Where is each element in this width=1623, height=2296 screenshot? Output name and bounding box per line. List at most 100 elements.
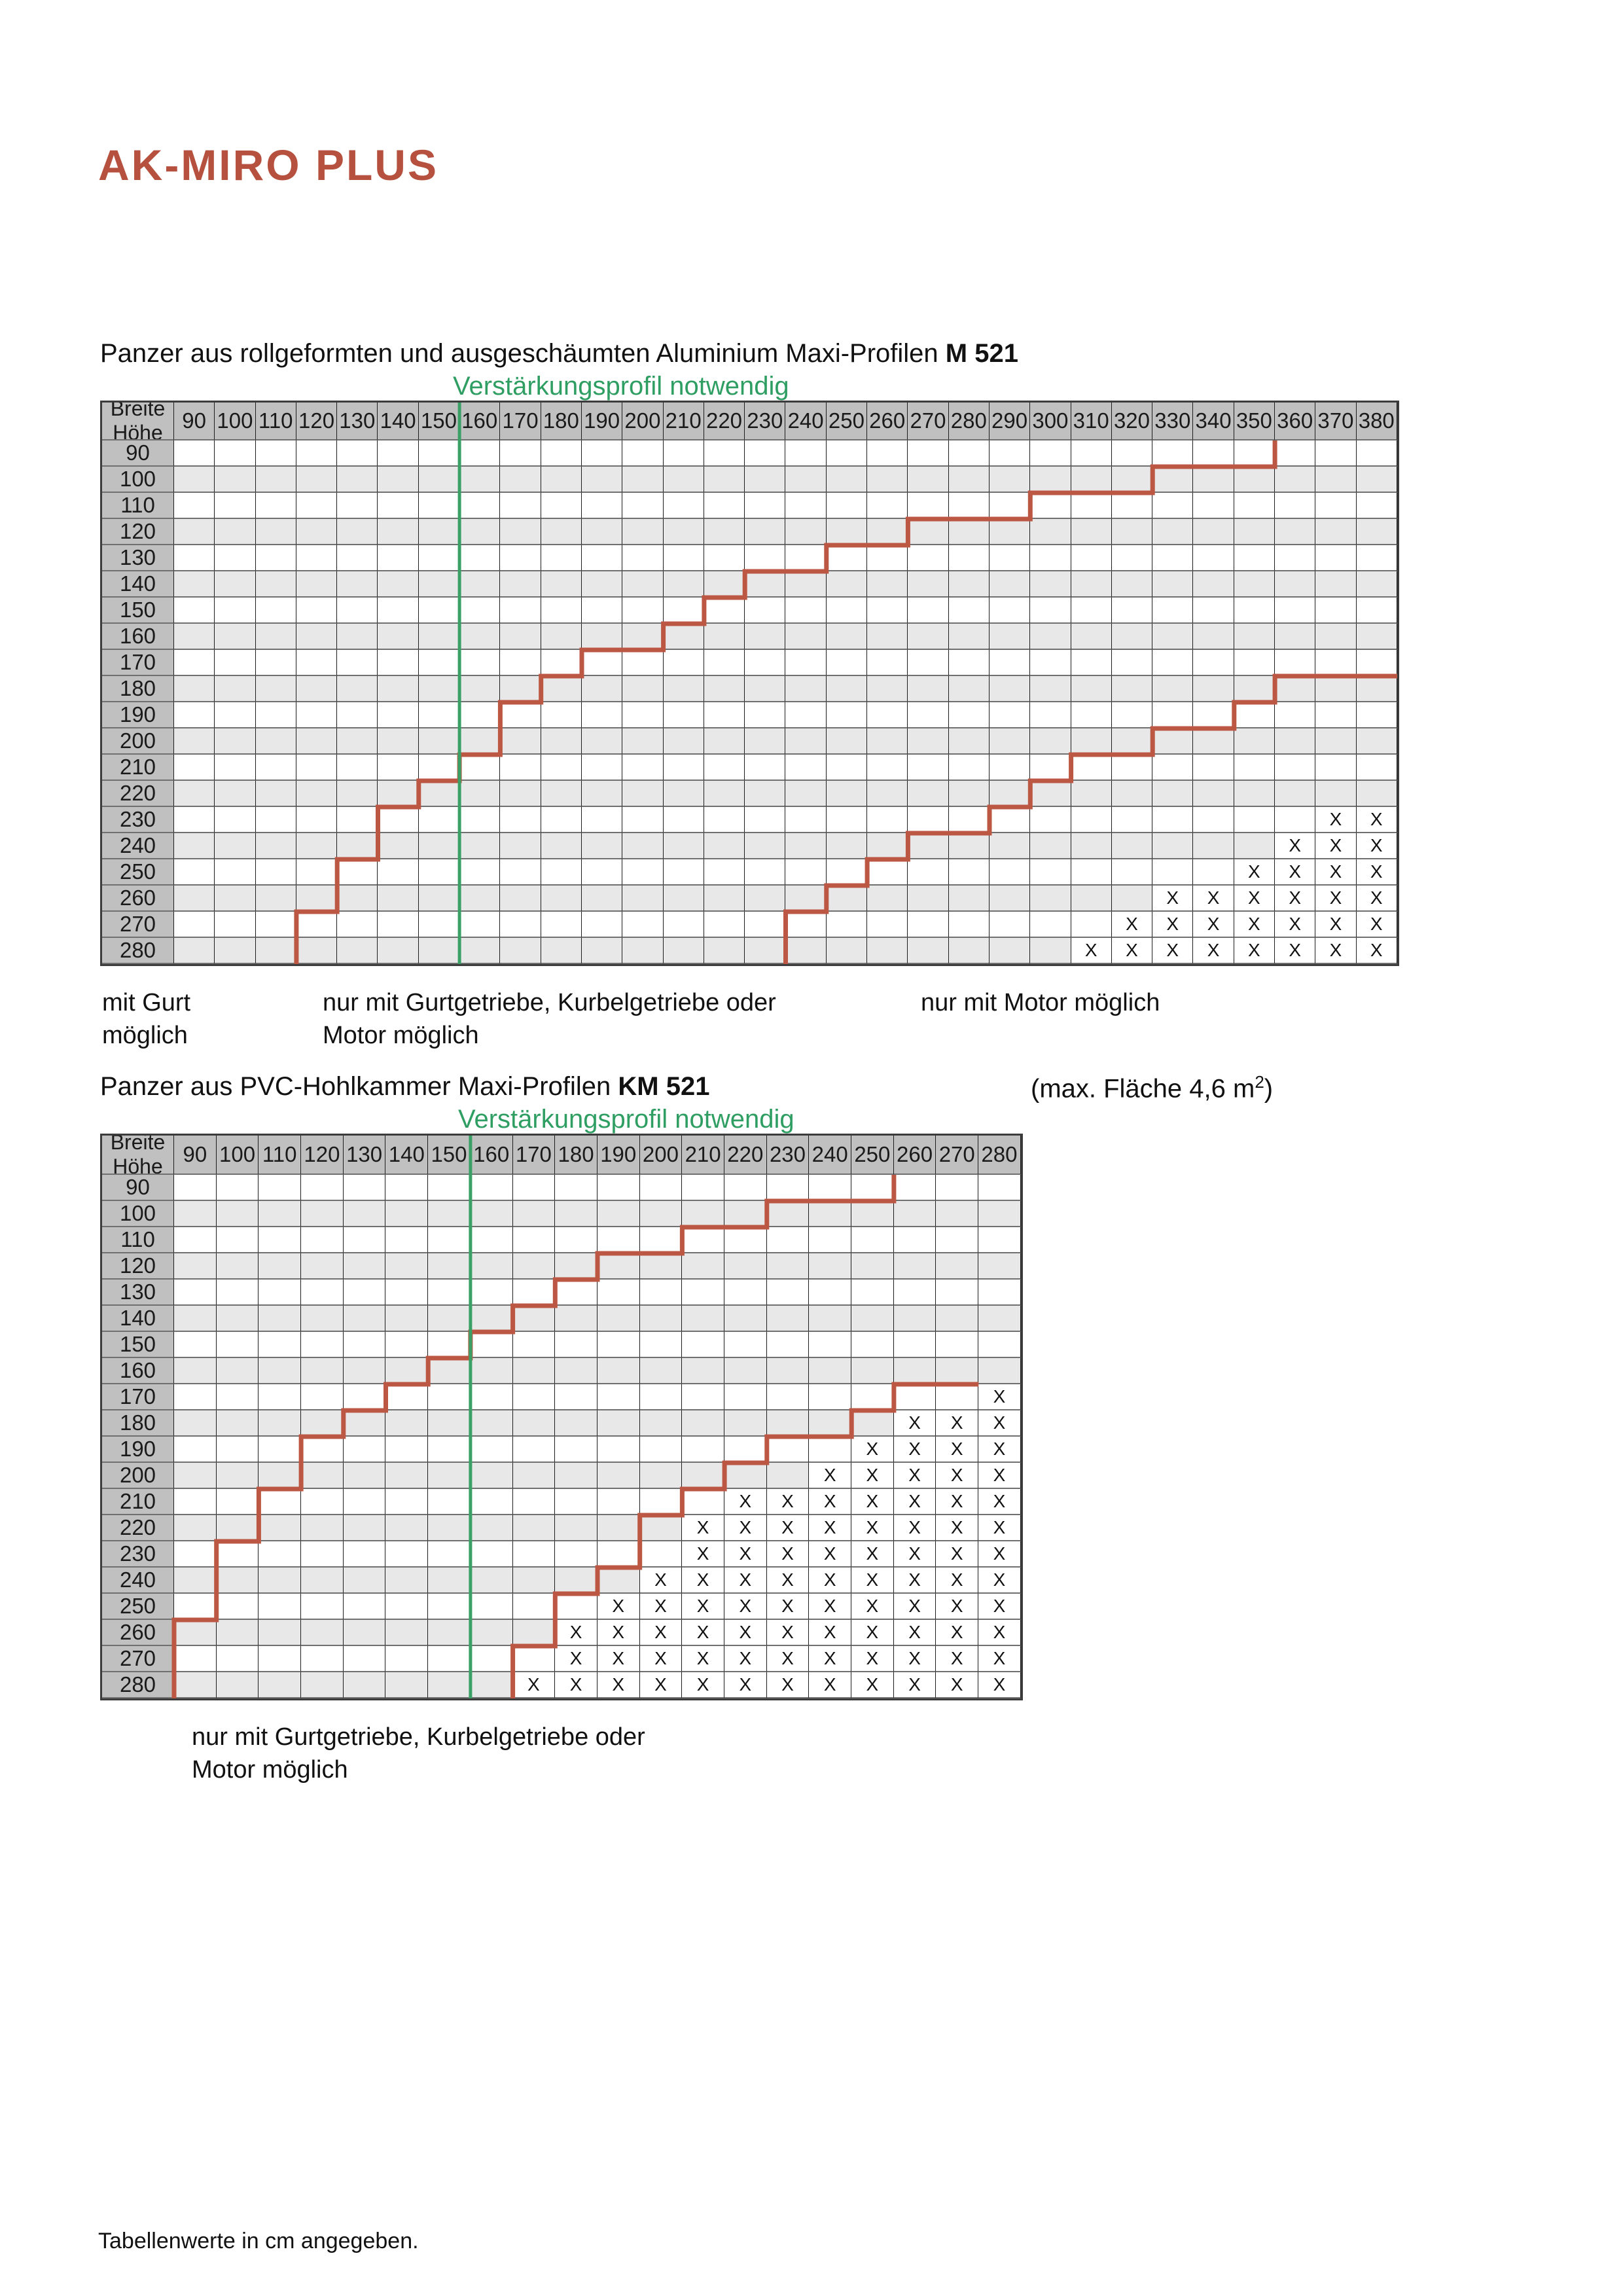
row-header-220: 220 [102,1515,174,1541]
row-header-180: 180 [102,1410,174,1437]
size-cell-330x100 [1152,467,1194,493]
size-cell-170x250 [512,1594,556,1620]
size-cell-170x130 [500,545,541,571]
size-cell-190x160 [597,1358,640,1384]
column-header-270: 270 [908,403,949,440]
table2-heading-profile: KM 521 [618,1072,710,1101]
size-cell-290x240 [989,833,1031,859]
size-cell-230x220 [745,781,786,807]
size-cell-190x240 [597,1568,640,1594]
size-cell-310x90 [1071,440,1112,467]
size-cell-110x260 [259,1620,302,1646]
size-cell-260x210 [867,755,908,781]
column-header-220: 220 [724,1136,767,1175]
size-cell-360x170 [1275,650,1316,676]
size-cell-300x90 [1030,440,1071,467]
size-cell-150x110 [428,1227,471,1253]
not-possible-cell-250x230: X [851,1541,894,1568]
size-cell-160x100 [459,467,501,493]
size-cell-90x150 [174,1332,217,1358]
size-cell-120x190 [296,702,338,728]
not-possible-cell-280x230: X [978,1541,1021,1568]
size-cell-230x270 [745,912,786,938]
legend-item-1-0: nur mit Gurtgetriebe, Kurbelgetriebe ode… [192,1723,645,1784]
size-cell-100x100 [215,467,256,493]
size-cell-140x240 [378,833,419,859]
size-cell-150x170 [428,1384,471,1410]
size-cell-240x170 [809,1384,851,1410]
not-possible-cell-270x210: X [936,1489,979,1515]
size-cell-360x90 [1275,440,1316,467]
size-cell-110x170 [255,650,296,676]
not-possible-cell-220x210: X [724,1489,767,1515]
size-cell-140x230 [385,1541,429,1568]
size-cell-340x210 [1193,755,1234,781]
size-cell-190x190 [581,702,623,728]
size-cell-280x280 [948,938,990,964]
size-cell-90x180 [174,676,215,702]
not-possible-cell-370x240: X [1315,833,1357,859]
size-cell-110x140 [255,571,296,598]
size-cell-220x230 [704,807,745,833]
size-cell-190x130 [597,1280,640,1306]
not-possible-cell-270x230: X [936,1541,979,1568]
size-cell-90x130 [174,1280,217,1306]
size-cell-120x270 [301,1646,344,1672]
size-cell-170x170 [500,650,541,676]
size-cell-290x100 [989,467,1031,493]
size-cell-280x270 [948,912,990,938]
size-cell-260x190 [867,702,908,728]
size-cell-170x170 [512,1384,556,1410]
size-cell-260x170 [893,1384,936,1410]
not-possible-cell-380x280: X [1356,938,1397,964]
size-cell-170x150 [500,598,541,624]
size-cell-160x200 [470,1463,513,1489]
size-cell-280x120 [948,519,990,545]
row-header-270: 270 [102,912,174,938]
size-cell-150x260 [418,886,460,912]
size-cell-120x260 [296,886,338,912]
column-header-130: 130 [337,403,378,440]
size-cell-290x260 [989,886,1031,912]
size-cell-100x190 [215,702,256,728]
not-possible-cell-230x210: X [766,1489,810,1515]
size-cell-100x90 [215,440,256,467]
size-cell-350x180 [1234,676,1275,702]
size-cell-180x160 [541,624,582,650]
size-cell-160x240 [459,833,501,859]
size-cell-230x90 [745,440,786,467]
column-header-380: 380 [1356,403,1397,440]
size-cell-210x130 [682,1280,724,1306]
column-header-140: 140 [385,1136,429,1175]
size-cell-170x160 [512,1358,556,1384]
size-cell-100x160 [215,624,256,650]
size-cell-370x150 [1315,598,1357,624]
size-cell-160x260 [459,886,501,912]
not-possible-cell-340x280: X [1193,938,1234,964]
size-cell-170x230 [512,1541,556,1568]
size-cell-150x120 [428,1253,471,1280]
size-cell-210x180 [663,676,704,702]
size-cell-280x130 [978,1280,1021,1306]
size-cell-90x120 [174,1253,217,1280]
size-cell-250x130 [851,1280,894,1306]
size-cell-230x210 [745,755,786,781]
size-table-km521: Breite Höhe 90 100 110 120 130 140 150 160 170 180 1… [100,1134,1023,1784]
size-cell-100x180 [216,1410,259,1437]
size-cell-310x130 [1071,545,1112,571]
size-cell-240x100 [785,467,827,493]
size-cell-250x250 [826,859,868,886]
size-cell-360x130 [1275,545,1316,571]
size-cell-90x200 [174,1463,217,1489]
size-cell-180x210 [555,1489,597,1515]
size-cell-140x90 [385,1175,429,1201]
size-cell-130x160 [337,624,378,650]
size-cell-150x220 [428,1515,471,1541]
size-cell-150x150 [428,1332,471,1358]
size-cell-270x180 [908,676,949,702]
table2-max-area-note: (max. Fläche 4,6 m2) [1031,1072,1274,1103]
size-cell-140x190 [378,702,419,728]
size-cell-140x270 [378,912,419,938]
size-cell-380x200 [1356,728,1397,755]
